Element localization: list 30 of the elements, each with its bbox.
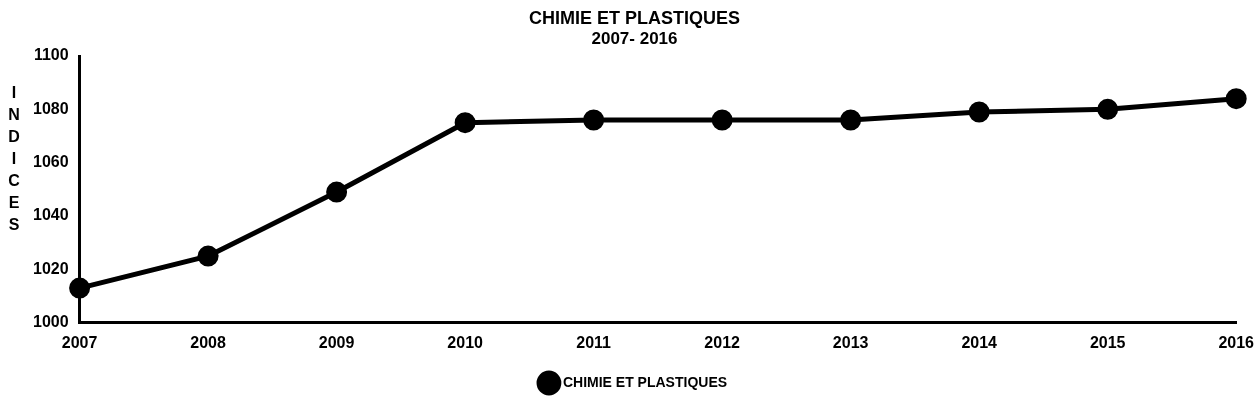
chart-title: CHIMIE ET PLASTIQUES [528,7,741,28]
x-tick-label: 2010 [447,333,484,351]
y-tick-label: 1040 [33,206,69,224]
point [69,277,91,299]
point [326,181,348,203]
point [1225,88,1247,110]
x-tick-label: 2009 [318,333,355,351]
x-tick-label: 2013 [832,333,869,351]
x-tick-label: 2016 [1218,333,1255,351]
x-tick-label: 2014 [961,333,998,351]
y-tick-label: 1080 [33,99,69,117]
x-tick-label: 2012 [704,333,741,351]
point [583,109,605,131]
point [840,109,862,131]
point [197,245,219,267]
point [711,109,733,131]
x-tick-label: 2011 [576,333,612,351]
x-tick-label: 2008 [190,333,226,351]
y-tick-label: 1020 [33,259,69,277]
y-tick-label: 1060 [33,153,69,171]
point [454,112,476,134]
point [968,101,990,123]
legend-label: CHIMIE ET PLASTIQUES [562,373,728,390]
x-tick-label: 2015 [1089,333,1126,351]
y-axis-title: INDICES [8,83,21,233]
y-tick-label: 1000 [33,313,69,331]
y-tick-label: 1100 [33,46,69,64]
x-tick-label: 2007 [61,333,98,351]
chart-subtitle: 2007- 2016 [591,29,678,49]
point [1097,98,1119,120]
